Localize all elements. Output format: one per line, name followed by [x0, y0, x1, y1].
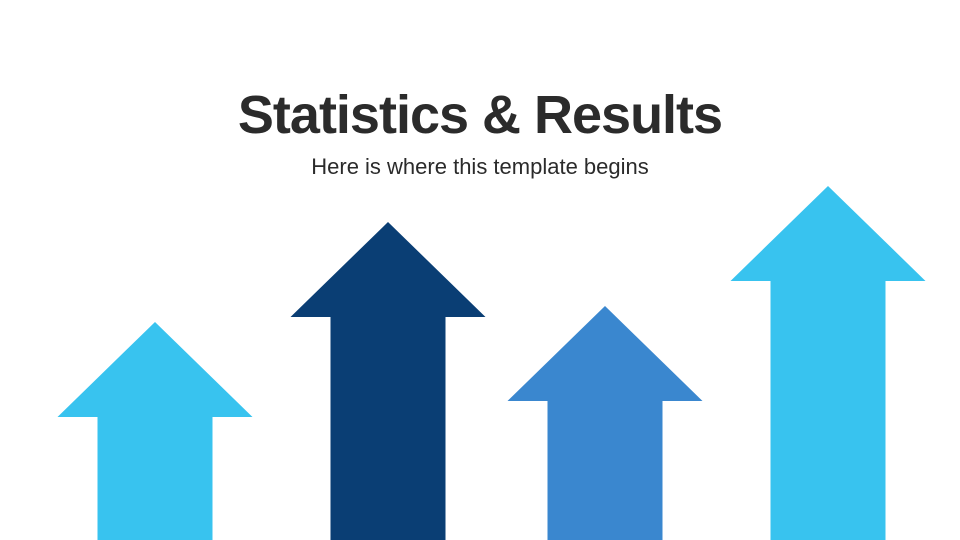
slide-subtitle: Here is where this template begins [0, 154, 960, 180]
arrows-graphic [0, 0, 960, 540]
arrow-3 [508, 306, 703, 540]
arrow-2 [291, 222, 486, 540]
arrow-1 [58, 322, 253, 540]
slide-title: Statistics & Results [0, 84, 960, 146]
arrow-4 [731, 186, 926, 540]
